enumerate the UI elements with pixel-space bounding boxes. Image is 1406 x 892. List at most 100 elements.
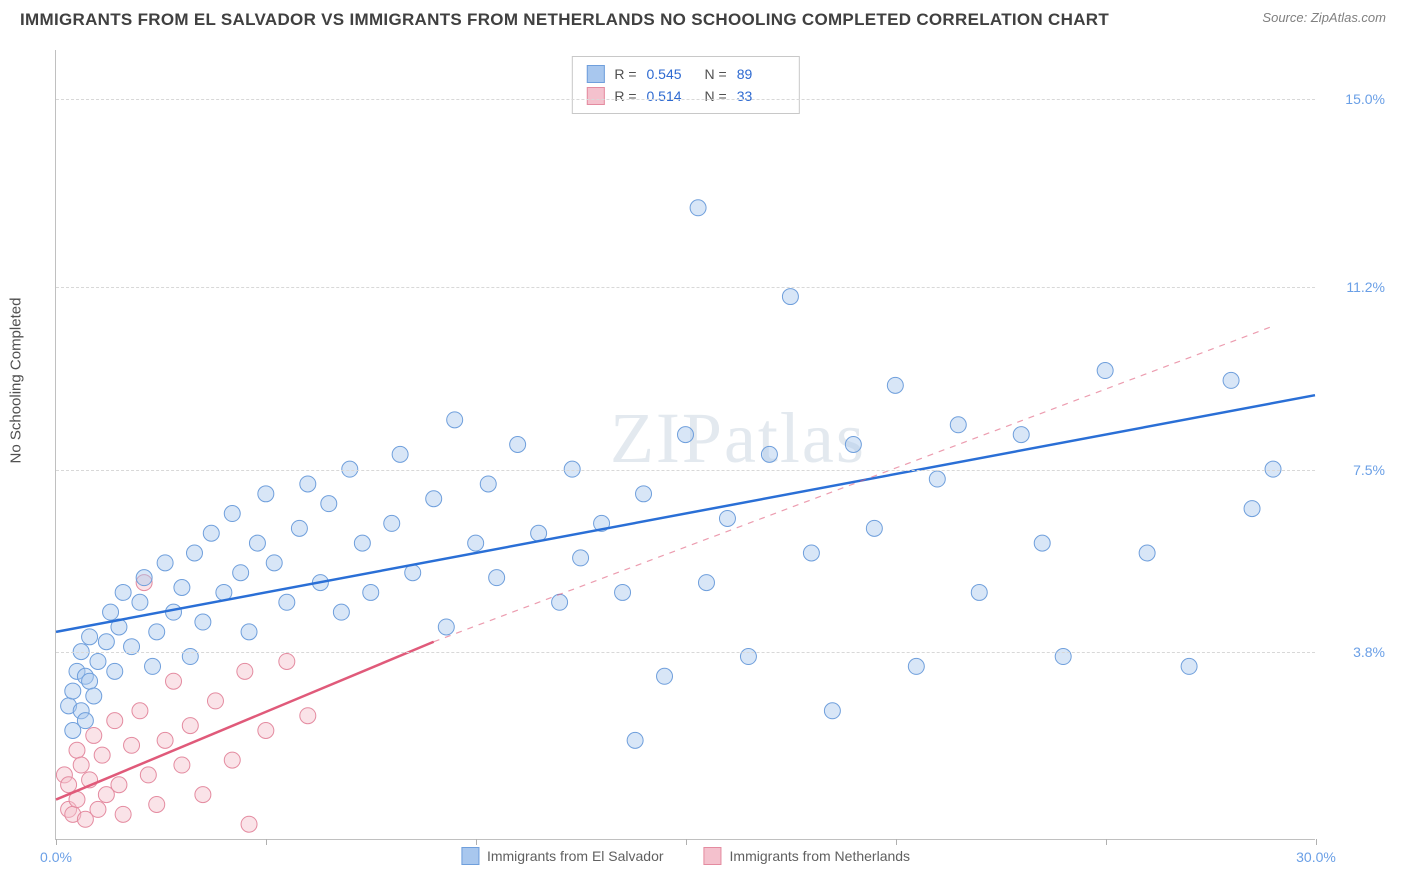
data-point [1223,372,1239,388]
data-point [61,777,77,793]
gridline-h [56,470,1315,471]
data-point [279,653,295,669]
data-point [132,703,148,719]
x-tick [1106,839,1107,845]
data-point [266,555,282,571]
legend-row-el-salvador: R = 0.545 N = 89 [586,63,784,85]
data-point [241,624,257,640]
data-point [510,437,526,453]
swatch-netherlands [704,847,722,865]
data-point [740,649,756,665]
data-point [107,663,123,679]
trend-line-extension [434,326,1273,642]
data-point [300,476,316,492]
data-point [174,757,190,773]
series-legend: Immigrants from El Salvador Immigrants f… [461,847,910,865]
data-point [489,570,505,586]
legend-item-netherlands: Immigrants from Netherlands [704,847,911,865]
data-point [279,594,295,610]
gridline-h [56,652,1315,653]
data-point [698,575,714,591]
data-point [249,535,265,551]
x-tick [56,839,57,845]
n-value-el-salvador: 89 [737,66,785,82]
data-point [1013,427,1029,443]
data-point [149,796,165,812]
data-point [90,801,106,817]
data-point [207,693,223,709]
data-point [145,658,161,674]
data-point [1244,501,1260,517]
data-point [140,767,156,783]
data-point [480,476,496,492]
data-point [241,816,257,832]
data-point [392,446,408,462]
r-label: R = [614,66,636,82]
data-point [573,550,589,566]
data-point [468,535,484,551]
source-attribution: Source: ZipAtlas.com [1262,10,1386,25]
data-point [300,708,316,724]
data-point [65,683,81,699]
data-point [86,727,102,743]
swatch-netherlands [586,87,604,105]
data-point [233,565,249,581]
r-value-netherlands: 0.514 [647,88,695,104]
data-point [908,658,924,674]
x-tick [476,839,477,845]
data-point [690,200,706,216]
data-point [1055,649,1071,665]
data-point [69,742,85,758]
x-tick [896,839,897,845]
data-point [333,604,349,620]
data-point [90,653,106,669]
series-label-el-salvador: Immigrants from El Salvador [487,848,664,864]
data-point [657,668,673,684]
series-label-netherlands: Immigrants from Netherlands [730,848,911,864]
data-point [950,417,966,433]
data-point [157,555,173,571]
data-point [103,604,119,620]
legend-item-el-salvador: Immigrants from El Salvador [461,847,664,865]
data-point [971,584,987,600]
data-point [186,545,202,561]
data-point [98,634,114,650]
swatch-el-salvador [586,65,604,83]
data-point [195,614,211,630]
data-point [719,510,735,526]
data-point [237,663,253,679]
data-point [321,496,337,512]
x-tick-label: 30.0% [1296,849,1336,865]
data-point [182,718,198,734]
data-point [1139,545,1155,561]
swatch-el-salvador [461,847,479,865]
y-tick-label: 7.5% [1325,462,1385,478]
data-point [86,688,102,704]
data-point [115,584,131,600]
data-point [107,713,123,729]
n-value-netherlands: 33 [737,88,785,104]
data-point [224,752,240,768]
data-point [82,629,98,645]
data-point [77,713,93,729]
data-point [426,491,442,507]
data-point [149,624,165,640]
data-point [157,732,173,748]
y-axis-label: No Schooling Completed [8,297,25,463]
data-point [803,545,819,561]
data-point [824,703,840,719]
data-point [627,732,643,748]
data-point [224,506,240,522]
data-point [132,594,148,610]
y-tick-label: 3.8% [1325,644,1385,660]
data-point [166,673,182,689]
plot-svg [56,50,1315,839]
y-tick-label: 11.2% [1325,279,1385,295]
data-point [552,594,568,610]
gridline-h [56,99,1315,100]
data-point [887,377,903,393]
data-point [195,787,211,803]
scatter-plot: No Schooling Completed ZIPatlas R = 0.54… [55,50,1315,840]
source-name: ZipAtlas.com [1311,10,1386,25]
data-point [94,747,110,763]
